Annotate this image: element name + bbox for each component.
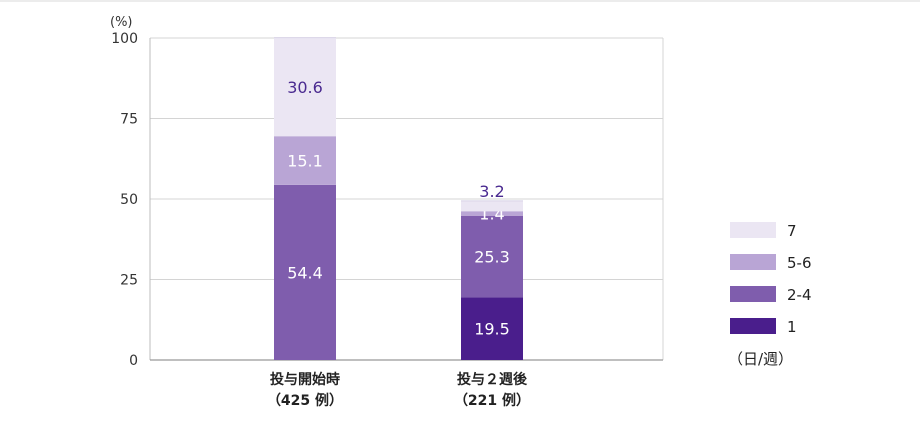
data-label: 30.6	[287, 78, 323, 97]
legend-swatch	[730, 286, 776, 302]
data-label: 15.1	[287, 152, 323, 171]
bar-segment	[461, 211, 523, 216]
category-label: 投与開始時	[270, 371, 340, 388]
bar-segment	[461, 215, 523, 298]
data-label: 19.5	[474, 320, 510, 339]
y-tick-label: 0	[129, 353, 138, 369]
legend-swatch	[730, 222, 776, 238]
data-label: 54.4	[287, 263, 323, 282]
y-tick-label: 100	[111, 31, 138, 47]
y-axis-unit: (%)	[110, 15, 133, 30]
legend-label: 1	[787, 318, 797, 336]
data-label: 3.2	[479, 182, 504, 201]
legend-label: 5-6	[787, 254, 812, 272]
legend-label: 2-4	[787, 286, 812, 304]
y-tick-label: 75	[120, 112, 138, 128]
bar-segment	[461, 297, 523, 360]
data-label: 25.3	[474, 247, 510, 266]
legend-swatch	[730, 318, 776, 334]
legend-unit: （日/週）	[728, 350, 793, 368]
category-count-label: （221 例）	[454, 392, 530, 409]
category-label: 投与２週後	[457, 371, 528, 388]
legend-label: 7	[787, 222, 797, 240]
category-count-label: （425 例）	[267, 392, 343, 409]
bar-segment	[274, 136, 336, 185]
bar-segment	[274, 37, 336, 137]
legend-swatch	[730, 254, 776, 270]
y-tick-label: 25	[120, 273, 138, 289]
bar-segment	[461, 200, 523, 212]
y-tick-label: 50	[120, 192, 138, 208]
bar-segment	[274, 184, 336, 360]
